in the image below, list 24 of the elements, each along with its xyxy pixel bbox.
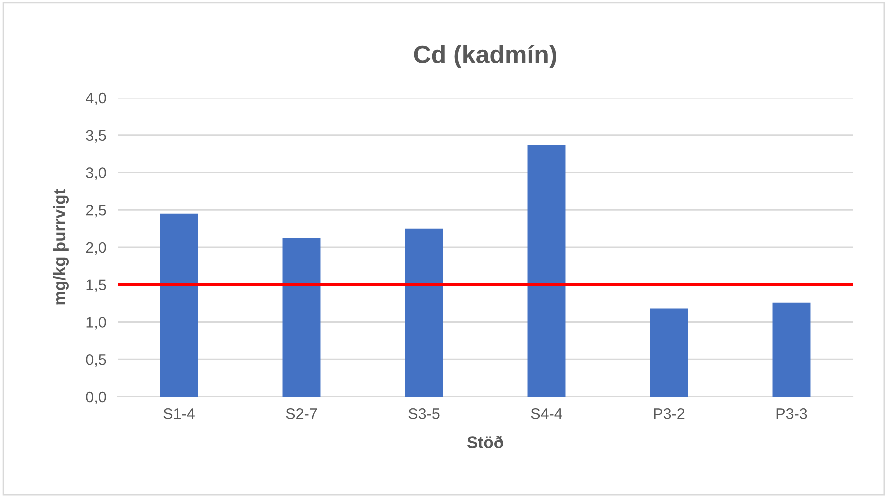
- y-tick-label: 4,0: [86, 92, 106, 106]
- y-tick-label: 2,5: [86, 204, 106, 218]
- x-tick-label: S1-4: [164, 408, 195, 420]
- y-tick-label: 0,0: [86, 392, 106, 404]
- bar: [282, 238, 321, 397]
- chart-title: Cd (kadmín): [414, 44, 556, 68]
- bar: [528, 145, 566, 397]
- x-tick-label: P3-2: [654, 408, 685, 420]
- x-tick-label: S3-5: [408, 408, 440, 420]
- x-tick-label: P3-3: [776, 408, 808, 420]
- bar: [160, 214, 198, 397]
- y-tick-label: 3,5: [86, 130, 106, 143]
- bar: [772, 302, 811, 397]
- x-tick-label: S4-4: [531, 408, 562, 420]
- y-tick-label: 3,0: [86, 168, 106, 180]
- bar: [405, 228, 444, 397]
- x-tick-label: S2-7: [286, 408, 318, 420]
- bar: [650, 308, 688, 397]
- x-axis-title: Stöð: [467, 436, 504, 448]
- y-tick-label: 1,5: [86, 280, 106, 292]
- y-tick-label: 2,0: [86, 242, 106, 255]
- y-tick-label: 1,0: [86, 317, 106, 330]
- y-axis-title: mg/kg þurrvigt: [53, 189, 69, 305]
- y-tick-label: 0,5: [86, 354, 106, 368]
